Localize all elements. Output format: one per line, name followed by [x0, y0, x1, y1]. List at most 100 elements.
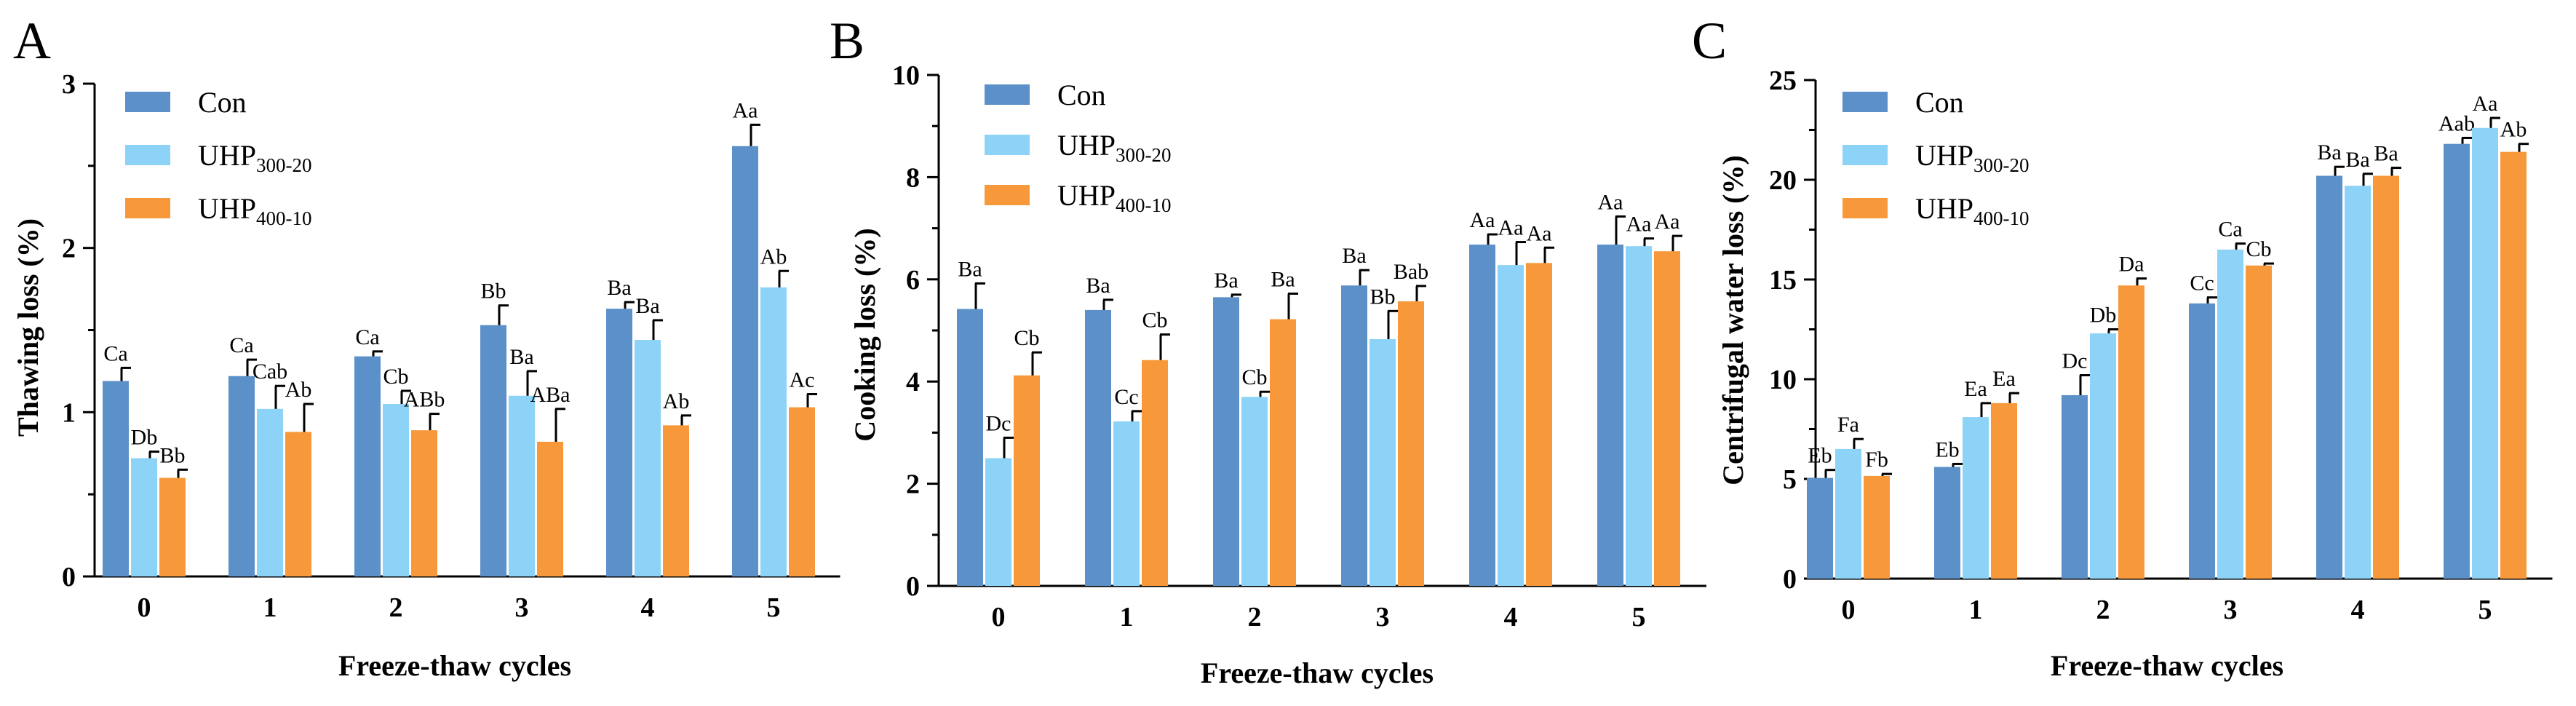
significance-label: Ca	[103, 341, 127, 365]
significance-label: Aa	[1527, 221, 1552, 245]
x-tick-label: 0	[992, 602, 1006, 632]
bar	[1241, 397, 1268, 586]
bar	[2345, 186, 2371, 579]
panel-a: A Thawing loss (%) Freeze-thaw cycles 0 1…	[12, 12, 840, 682]
y-tick-label: 2	[906, 469, 920, 500]
bar	[1597, 245, 1623, 586]
significance-label: Ab	[760, 245, 787, 269]
bar	[1142, 360, 1168, 586]
legend-label: UHP400-10	[1057, 179, 1172, 216]
bar	[1963, 417, 1989, 579]
significance-label: Aa	[1626, 213, 1652, 237]
bar	[635, 340, 661, 576]
bar	[1626, 246, 1652, 586]
legend-swatch	[985, 185, 1030, 205]
bar	[2090, 333, 2116, 579]
y-tick-label: 1	[62, 397, 76, 428]
bar	[985, 458, 1011, 586]
significance-label: Ba	[509, 345, 533, 369]
legend-swatch	[1842, 92, 1888, 112]
significance-label: Ca	[2218, 218, 2242, 242]
x-tick-label: 4	[1504, 602, 1518, 632]
legend-label: UHP300-20	[198, 139, 312, 176]
significance-label: Cc	[1114, 385, 1138, 409]
x-tick-label: 3	[2224, 595, 2238, 625]
significance-label: Ba	[635, 294, 659, 318]
significance-label: Aa	[733, 98, 758, 122]
y-tick-label: 20	[1769, 165, 1797, 196]
panel-letter-a: A	[13, 12, 51, 70]
significance-label: Ba	[958, 257, 982, 281]
panel-b: B Cooking loss (%) Freeze-thaw cycles 0 2…	[830, 12, 1706, 689]
bar	[1085, 309, 1111, 586]
significance-label: Ea	[1992, 367, 2016, 391]
bar	[1807, 477, 1833, 579]
x-axis-title: Freeze-thaw cycles	[338, 649, 571, 682]
significance-label: ABa	[530, 383, 571, 407]
bar	[1341, 285, 1367, 586]
legend-swatch	[125, 145, 170, 165]
y-tick-label: 6	[906, 265, 920, 296]
x-tick-label: 1	[263, 592, 277, 623]
x-tick-label: 0	[138, 592, 151, 623]
x-tick-label: 3	[515, 592, 529, 623]
bar	[159, 477, 186, 576]
significance-label: Db	[2090, 304, 2117, 328]
bar	[957, 309, 983, 586]
bar	[509, 395, 535, 576]
y-axis-title: Thawing loss (%)	[12, 218, 44, 437]
bar	[2062, 394, 2088, 579]
bar	[103, 381, 129, 576]
y-tick-label: 8	[906, 162, 920, 193]
bar	[383, 404, 409, 576]
bar	[1835, 448, 1861, 579]
y-tick-label: 5	[1783, 464, 1797, 495]
bar	[2472, 127, 2498, 579]
bar	[732, 146, 758, 577]
legend-swatch	[985, 135, 1030, 155]
significance-label: Aa	[2473, 92, 2498, 116]
legend-label: UHP400-10	[198, 192, 312, 229]
bar	[1270, 319, 1296, 586]
bar	[2217, 249, 2243, 579]
bar	[1370, 338, 1396, 586]
significance-label: Cb	[1014, 326, 1039, 350]
significance-label: Eb	[1808, 444, 1832, 468]
bar	[1113, 421, 1140, 586]
significance-label: Da	[2119, 253, 2144, 277]
y-tick-label: 3	[62, 69, 76, 100]
x-tick-label: 1	[1120, 602, 1134, 632]
panel-letter-c: C	[1692, 12, 1727, 70]
y-axis-title: Cooking loss (%)	[848, 228, 881, 441]
legend-swatch	[125, 92, 170, 112]
y-tick-label: 25	[1769, 66, 1797, 96]
legend-label: Con	[198, 86, 247, 119]
significance-label: Aa	[1498, 216, 1524, 240]
bar	[354, 356, 381, 576]
legend-label: UHP300-20	[1915, 139, 2030, 176]
bar	[1014, 375, 1040, 586]
bar	[606, 309, 632, 576]
bar	[1526, 263, 1552, 586]
bar	[257, 408, 283, 576]
significance-label: Bab	[1394, 260, 1428, 284]
y-tick-label: 0	[1783, 564, 1797, 595]
y-tick-label: 0	[62, 562, 76, 592]
significance-label: Ea	[1964, 377, 1987, 401]
significance-label: Eb	[1935, 437, 1959, 461]
significance-label: Cb	[383, 365, 408, 389]
legend-swatch	[1842, 145, 1888, 165]
significance-label: Bb	[159, 443, 185, 467]
bar	[789, 407, 815, 576]
significance-label: Ab	[285, 378, 312, 402]
significance-label: Fa	[1837, 413, 1859, 437]
panel-letter-b: B	[830, 12, 864, 70]
significance-label: Aa	[1470, 208, 1495, 232]
y-tick-label: 10	[892, 60, 920, 91]
significance-label: Ac	[790, 368, 815, 392]
significance-label: Ca	[229, 333, 253, 357]
bar	[663, 425, 689, 576]
significance-label: Ab	[2500, 118, 2527, 142]
